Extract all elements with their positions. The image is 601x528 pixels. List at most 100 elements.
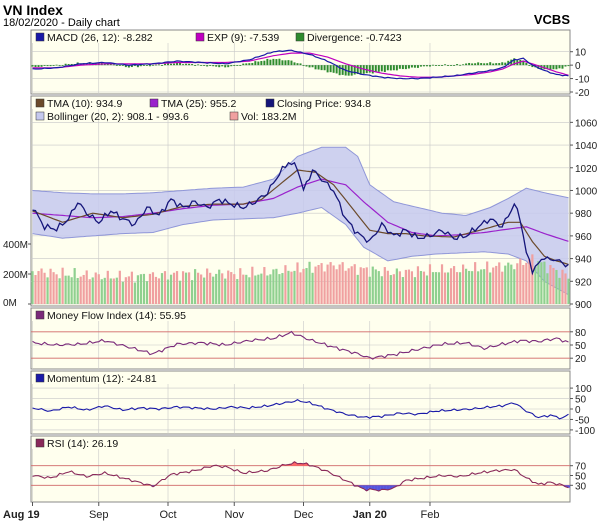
divergence-bar (450, 65, 452, 66)
volume-bar (396, 268, 398, 304)
divergence-bar (200, 65, 202, 66)
divergence-bar (315, 65, 317, 69)
divergence-bar (221, 65, 223, 66)
divergence-bar (405, 65, 407, 69)
divergence-bar (441, 65, 443, 66)
divergence-bar (330, 65, 332, 72)
x-axis-label: Nov (224, 509, 244, 521)
divergence-bar (122, 65, 124, 66)
volume-bar (327, 265, 329, 304)
volume-bar (140, 274, 142, 304)
divergence-bar (140, 65, 142, 66)
momentum-y-tick-label: 50 (575, 395, 587, 406)
volume-bar (314, 267, 316, 304)
mfi-legend-label: Money Flow Index (14): 55.95 (47, 310, 186, 322)
macd-y-tick-label: 0 (575, 61, 581, 72)
volume-bar (387, 271, 389, 304)
volume-bar (516, 263, 518, 304)
volume-bar (378, 271, 380, 304)
volume-bar (369, 277, 371, 304)
divergence-bar (402, 65, 404, 69)
divergence-bar (492, 63, 494, 65)
divergence-bar (489, 62, 491, 65)
divergence-bar (251, 63, 253, 65)
divergence-bar (188, 64, 190, 65)
volume-bar (74, 268, 76, 304)
x-axis-label: Aug 19 (3, 509, 40, 521)
divergence-bar (287, 60, 289, 65)
divergence-bar (525, 63, 527, 65)
volume-bar (260, 274, 262, 304)
divergence-bar (170, 64, 172, 65)
volume-bar (167, 280, 169, 304)
divergence-bar (212, 65, 214, 66)
volume-bar (462, 265, 464, 304)
divergence-bar (303, 65, 305, 66)
volume-bar (420, 271, 422, 304)
divergence-bar (453, 65, 455, 66)
volume-bar (552, 268, 554, 304)
volume-bar (456, 272, 458, 304)
volume-bar (128, 276, 130, 304)
divergence-bar (32, 65, 34, 66)
volume-bar (176, 271, 178, 304)
divergence-bar (197, 64, 199, 65)
divergence-bar (44, 65, 46, 66)
price-y-tick-label: 940 (575, 255, 592, 266)
volume-bar (173, 273, 175, 304)
divergence-bar (348, 65, 350, 76)
volume-bar (191, 280, 193, 304)
volume-bar (284, 265, 286, 304)
volume-bar (305, 268, 307, 304)
volume-bar (209, 273, 211, 304)
volume-bar (49, 269, 51, 304)
volume-bar (543, 262, 545, 304)
volume-bar (104, 278, 106, 304)
price-y-tick-label: 1060 (575, 118, 598, 129)
divergence-bar (173, 64, 175, 66)
divergence-bar (471, 63, 473, 65)
volume-bar (269, 274, 271, 304)
volume-bar (287, 271, 289, 304)
volume-bar (486, 261, 488, 304)
divergence-bar (224, 65, 226, 67)
volume-bar (561, 270, 563, 304)
boll-legend-swatch (36, 112, 44, 120)
divergence-bar (242, 64, 244, 66)
divergence-bar (333, 65, 335, 73)
volume-bar (423, 272, 425, 304)
divergence-bar (375, 65, 377, 72)
volume-bar (372, 267, 374, 304)
divergence-bar (432, 65, 434, 66)
volume-bar (375, 269, 377, 304)
divergence-bar (447, 65, 449, 66)
volume-bar (465, 269, 467, 304)
volume-bar (143, 274, 145, 304)
divergence-bar (266, 59, 268, 65)
volume-bar (149, 274, 151, 304)
volume-bar (390, 275, 392, 304)
divergence-bar (293, 62, 295, 65)
divergence-bar (275, 59, 277, 65)
volume-bar (278, 274, 280, 304)
volume-bar (194, 269, 196, 304)
volume-bar (101, 279, 103, 304)
volume-bar (236, 279, 238, 304)
volume-bar (230, 272, 232, 304)
volume-bar (137, 275, 139, 304)
volume-bar (384, 267, 386, 304)
volume-bar (146, 281, 148, 304)
divergence-bar (387, 65, 389, 70)
x-axis-label: Jan 20 (353, 509, 387, 521)
vol-legend-swatch (230, 112, 238, 120)
divergence-bar (164, 64, 166, 65)
divergence-bar (35, 65, 37, 67)
divergence-bar (206, 65, 208, 66)
divergence-bar (146, 65, 148, 66)
divergence-bar (233, 65, 235, 66)
volume-bar (393, 274, 395, 304)
rsi-legend-label: RSI (14): 26.19 (47, 438, 118, 450)
divergence-bar (369, 65, 371, 72)
divergence-bar (38, 65, 40, 67)
